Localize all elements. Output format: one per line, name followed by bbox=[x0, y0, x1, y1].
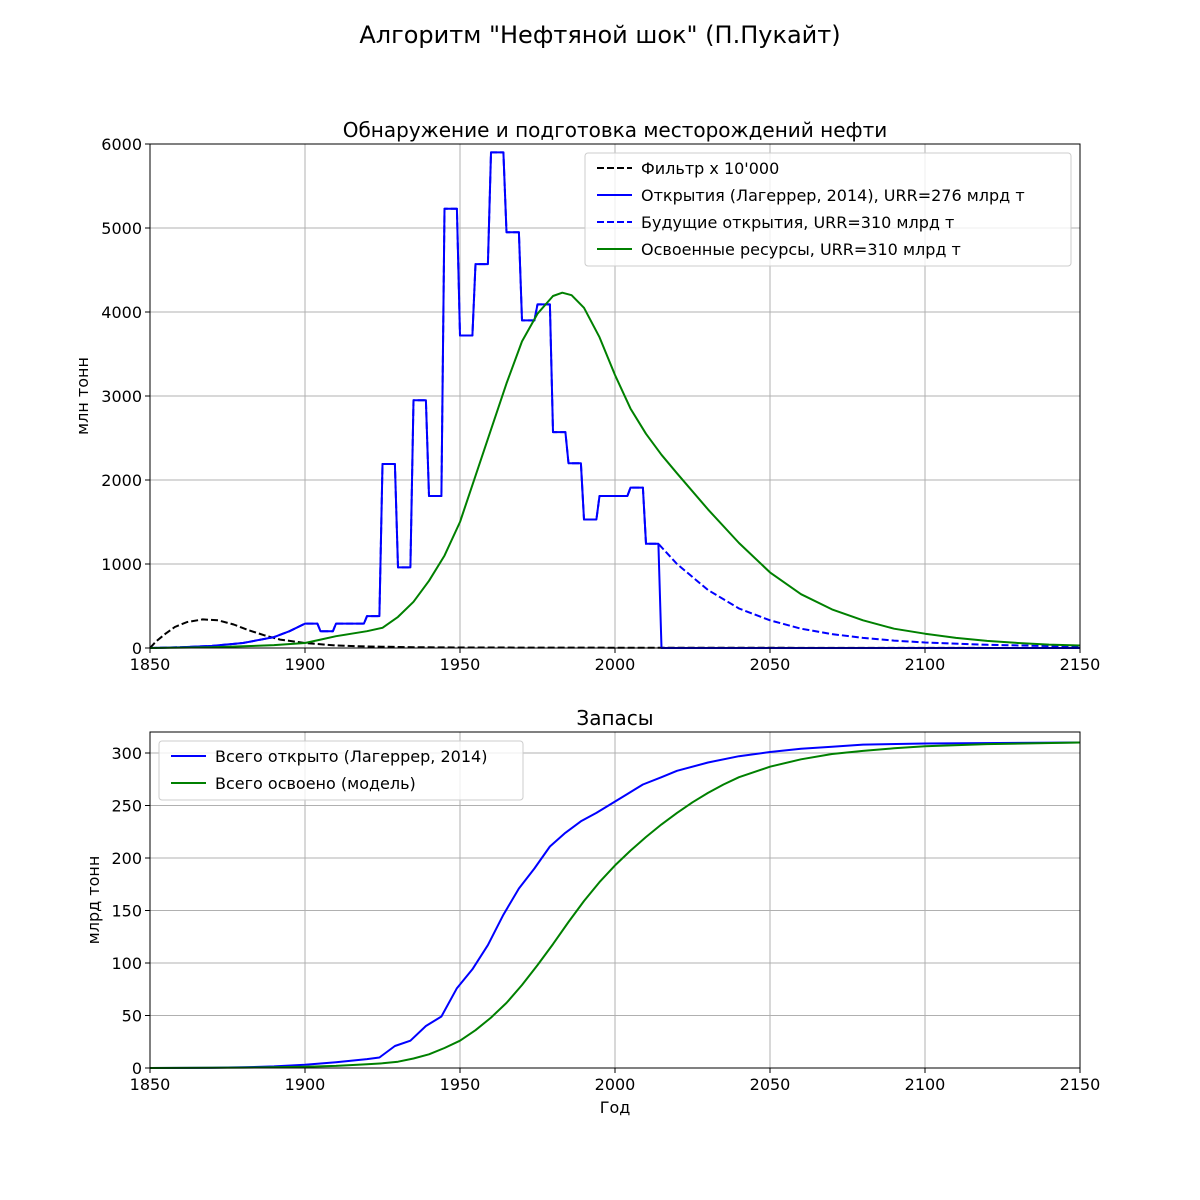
series-lines bbox=[149, 741, 1081, 1069]
series-line-1-0 bbox=[149, 741, 1081, 1069]
reserves-y-axis-label: млрд тонн bbox=[84, 856, 103, 945]
reserves-x-axis-label: Год bbox=[600, 1098, 631, 1117]
discoveries-chart: 1850 1900 1950 2000 2050 2100 2150 0 1000 2000 300… bbox=[73, 118, 1100, 674]
reserves-chart-title: Запасы bbox=[576, 706, 653, 730]
legend-label: Открытия (Лагеррер, 2014), URR=276 млрд … bbox=[641, 186, 1025, 205]
x-tick-label: 2050 bbox=[750, 1075, 791, 1094]
y-tick-label: 300 bbox=[111, 744, 142, 763]
reserves-legend: Всего открыто (Лагеррер, 2014) Всего осво… bbox=[158, 740, 524, 801]
legend-frame bbox=[584, 152, 1072, 267]
x-tick-label: 1900 bbox=[285, 655, 326, 674]
discoveries-legend: Фильтр х 10'000 Открытия (Лагеррер, 2014)… bbox=[584, 152, 1072, 267]
series-line-1-1 bbox=[149, 741, 1081, 1069]
y-tick-label: 4000 bbox=[101, 303, 142, 322]
x-tick-label: 2100 bbox=[905, 1075, 946, 1094]
x-tick-label: 1900 bbox=[285, 1075, 326, 1094]
legend-label: Будущие открытия, URR=310 млрд т bbox=[641, 213, 954, 232]
x-tick-label: 2000 bbox=[595, 655, 636, 674]
x-tick-label: 1950 bbox=[440, 655, 481, 674]
figure-title: Алгоритм "Нефтяной шок" (П.Пукайт) bbox=[359, 21, 840, 49]
y-tick-label: 150 bbox=[111, 902, 142, 921]
x-tick-label: 2000 bbox=[595, 1075, 636, 1094]
y-tick-label: 100 bbox=[111, 954, 142, 973]
y-tick-label: 2000 bbox=[101, 471, 142, 490]
reserves-chart: 1850 1900 1950 2000 2050 2100 2150 0 50 100 150 200… bbox=[84, 706, 1100, 1117]
legend-label: Освоенные ресурсы, URR=310 млрд т bbox=[641, 240, 961, 259]
y-tick-label: 3000 bbox=[101, 387, 142, 406]
series-line-0-0 bbox=[149, 618, 1081, 649]
x-tick-label: 1850 bbox=[130, 1075, 171, 1094]
x-tick-label: 2100 bbox=[905, 655, 946, 674]
legend-label: Всего открыто (Лагеррер, 2014) bbox=[215, 747, 487, 766]
x-tick-label: 2150 bbox=[1060, 1075, 1101, 1094]
legend-label: Фильтр х 10'000 bbox=[641, 159, 779, 178]
discoveries-chart-title: Обнаружение и подготовка месторождений н… bbox=[343, 118, 888, 142]
series-line-0-3 bbox=[149, 291, 1081, 649]
y-tick-label: 5000 bbox=[101, 219, 142, 238]
x-tick-label: 2150 bbox=[1060, 655, 1101, 674]
y-tick-label: 200 bbox=[111, 849, 142, 868]
legend-frame bbox=[158, 740, 524, 801]
x-tick-label: 1950 bbox=[440, 1075, 481, 1094]
legend-label: Всего освоено (модель) bbox=[215, 774, 416, 793]
axis-ticks: 1850 1900 1950 2000 2050 2100 2150 0 50 100 150 200… bbox=[111, 744, 1100, 1094]
y-tick-label: 0 bbox=[132, 1059, 142, 1078]
x-tick-label: 2050 bbox=[750, 655, 791, 674]
y-tick-label: 6000 bbox=[101, 135, 142, 154]
y-tick-label: 0 bbox=[132, 639, 142, 658]
y-tick-label: 50 bbox=[122, 1007, 142, 1026]
series-line-0-2 bbox=[149, 151, 1080, 649]
series-lines bbox=[149, 151, 1081, 649]
y-tick-label: 250 bbox=[111, 797, 142, 816]
x-tick-label: 1850 bbox=[130, 655, 171, 674]
axis-ticks: 1850 1900 1950 2000 2050 2100 2150 0 1000 2000 300… bbox=[101, 135, 1100, 674]
y-tick-label: 1000 bbox=[101, 555, 142, 574]
discoveries-y-axis-label: млн тонн bbox=[73, 357, 92, 435]
